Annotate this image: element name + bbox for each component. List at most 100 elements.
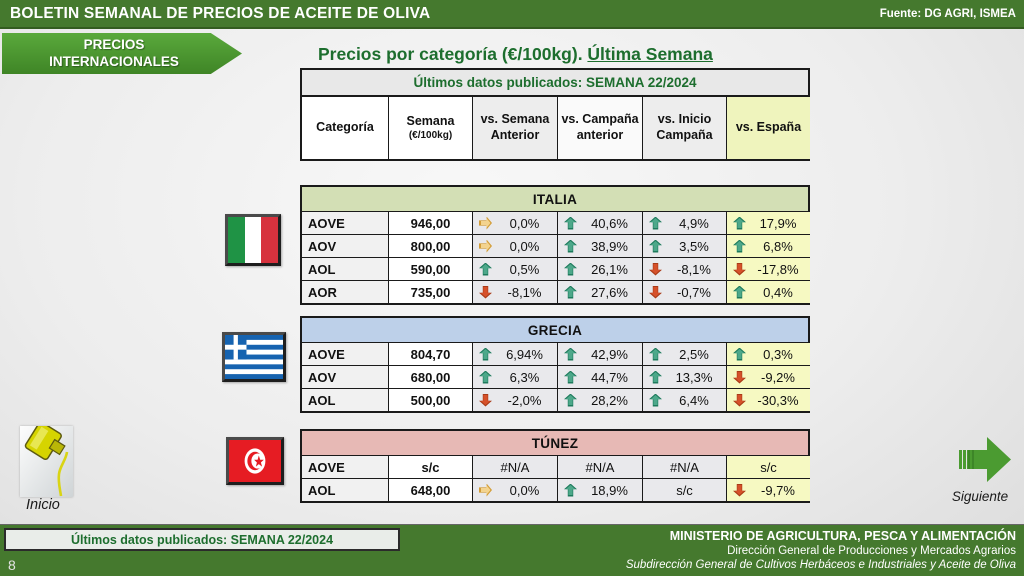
table-row: AOVE 804,70 6,94% 42,9% 2,5% 0,3% <box>302 342 810 365</box>
trend-arrow-icon <box>649 370 662 384</box>
trend-cell: s/c <box>642 479 726 501</box>
category-cell: AOR <box>302 281 388 303</box>
trend-cell: 6,94% <box>472 343 557 365</box>
trend-arrow-icon <box>649 393 662 407</box>
trend-value: -17,8% <box>757 261 799 277</box>
trend-value: 38,9% <box>591 238 628 254</box>
trend-arrow-icon <box>564 262 577 276</box>
trend-cell: -8,1% <box>642 258 726 280</box>
trend-value: 13,3% <box>675 369 713 385</box>
col-header-vs-semana-anterior: vs. Semana Anterior <box>472 97 557 159</box>
trend-value: 44,7% <box>591 369 628 385</box>
top-bar: BOLETIN SEMANAL DE PRECIOS DE ACEITE DE … <box>0 0 1024 29</box>
table-row: AOVE s/c #N/A #N/A #N/A s/c <box>302 455 810 478</box>
trend-value: 6,3% <box>509 369 540 385</box>
trend-cell-espana: -9,2% <box>726 366 810 388</box>
trend-cell: -8,1% <box>472 281 557 303</box>
price-cell: 680,00 <box>388 366 472 388</box>
table-row: AOL 500,00 -2,0% 28,2% 6,4% -30,3% <box>302 388 810 411</box>
trend-cell: 28,2% <box>557 389 642 411</box>
trend-arrow-icon <box>649 216 662 230</box>
ministry-direction: Dirección General de Producciones y Merc… <box>727 545 1016 558</box>
trend-value: 18,9% <box>591 482 628 498</box>
trend-arrow-icon <box>479 216 492 230</box>
trend-arrow-icon <box>479 393 492 407</box>
price-cell: 648,00 <box>388 479 472 501</box>
summary-caption: Últimos datos publicados: SEMANA 22/2024 <box>302 70 808 96</box>
trend-cell: 42,9% <box>557 343 642 365</box>
inicio-nav-label[interactable]: Inicio <box>26 497 60 513</box>
trend-cell: 27,6% <box>557 281 642 303</box>
trend-value: 42,9% <box>591 346 628 362</box>
category-cell: AOVE <box>302 456 388 478</box>
olive-oil-image[interactable] <box>20 426 73 497</box>
trend-value: s/c <box>676 482 693 498</box>
trend-value: 6,94% <box>506 346 543 362</box>
trend-cell: -2,0% <box>472 389 557 411</box>
country-header-grecia: GRECIA <box>302 318 808 342</box>
trend-arrow-icon <box>479 262 492 276</box>
col-header-semana: Semana (€/100kg) <box>388 97 472 159</box>
table-row: AOR 735,00 -8,1% 27,6% -0,7% 0,4% <box>302 280 810 303</box>
category-cell: AOVE <box>302 343 388 365</box>
trend-cell: #N/A <box>642 456 726 478</box>
bottom-bar: Últimos datos publicados: SEMANA 22/2024… <box>0 524 1024 576</box>
trend-arrow-icon <box>649 285 662 299</box>
price-cell: 500,00 <box>388 389 472 411</box>
page-title: Precios por categoría (€/100kg). Última … <box>318 44 788 65</box>
source-label: Fuente: DG AGRI, ISMEA <box>879 7 1016 20</box>
trend-arrow-icon <box>564 239 577 253</box>
table-row: AOV 680,00 6,3% 44,7% 13,3% -9,2% <box>302 365 810 388</box>
trend-arrow-icon <box>733 216 746 230</box>
trend-value: 0,0% <box>509 215 540 231</box>
col-header-vs-espana: vs. España <box>726 97 810 159</box>
bulletin-title: BOLETIN SEMANAL DE PRECIOS DE ACEITE DE … <box>10 4 431 22</box>
trend-cell: 0,0% <box>472 479 557 501</box>
price-cell: 735,00 <box>388 281 472 303</box>
trend-value: 3,5% <box>679 238 709 254</box>
trend-cell: 13,3% <box>642 366 726 388</box>
col-header-semana-sub: (€/100kg) <box>408 129 453 141</box>
trend-cell-espana: -17,8% <box>726 258 810 280</box>
siguiente-arrow-icon[interactable] <box>957 433 1013 486</box>
trend-value: 0,4% <box>763 284 793 300</box>
trend-cell: #N/A <box>557 456 642 478</box>
trend-cell-espana: 6,8% <box>726 235 810 257</box>
page-number: 8 <box>8 557 16 573</box>
trend-value: -30,3% <box>757 392 799 408</box>
table-italia: ITALIA AOVE 946,00 0,0% 40,6% 4,9% 17,9%… <box>300 185 810 305</box>
trend-value: 40,6% <box>591 215 628 231</box>
ministry-name: MINISTERIO DE AGRICULTURA, PESCA Y ALIME… <box>669 529 1016 543</box>
trend-cell: 4,9% <box>642 212 726 234</box>
col-header-vs-campana-anterior: vs. Campaña anterior <box>557 97 642 159</box>
trend-cell-espana: 0,3% <box>726 343 810 365</box>
trend-arrow-icon <box>479 347 492 361</box>
ministry-block: MINISTERIO DE AGRICULTURA, PESCA Y ALIME… <box>626 529 1016 572</box>
trend-value: -8,1% <box>677 261 711 277</box>
banner-line1: PRECIOS <box>83 36 145 52</box>
trend-cell-espana: 17,9% <box>726 212 810 234</box>
siguiente-nav-label[interactable]: Siguiente <box>951 489 1009 504</box>
trend-value: 6,8% <box>763 238 793 254</box>
trend-value: 0,5% <box>509 261 540 277</box>
trend-value: 6,4% <box>679 392 709 408</box>
trend-value: #N/A <box>670 459 699 475</box>
italy-flag-icon <box>225 214 281 266</box>
trend-value: -9,2% <box>761 369 795 385</box>
trend-cell-espana: 0,4% <box>726 281 810 303</box>
category-cell: AOL <box>302 389 388 411</box>
trend-value: s/c <box>760 459 777 475</box>
col-header-semana-label: Semana <box>406 113 455 128</box>
trend-cell: 0,0% <box>472 235 557 257</box>
trend-cell: 26,1% <box>557 258 642 280</box>
section-banner-precios-internacionales: PRECIOS INTERNACIONALES <box>2 33 242 74</box>
tunisia-flag-icon <box>226 437 284 485</box>
country-header-italia: ITALIA <box>302 187 808 211</box>
column-header-row: Categoría Semana (€/100kg) vs. Semana An… <box>302 96 810 159</box>
greece-flag-icon <box>222 332 286 382</box>
table-grecia: GRECIA AOVE 804,70 6,94% 42,9% 2,5% 0,3%… <box>300 316 810 413</box>
col-header-categoria: Categoría <box>302 97 388 159</box>
trend-arrow-icon <box>479 483 492 497</box>
trend-value: 4,9% <box>679 215 709 231</box>
